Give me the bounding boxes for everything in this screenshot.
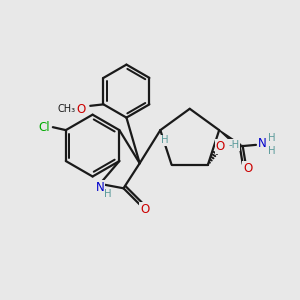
Text: N: N xyxy=(96,181,104,194)
Text: N: N xyxy=(258,137,267,150)
Text: -H: -H xyxy=(228,140,239,150)
Text: H: H xyxy=(104,189,112,199)
Text: O: O xyxy=(216,140,225,153)
Text: Cl: Cl xyxy=(39,121,50,134)
Text: H: H xyxy=(268,133,275,142)
Polygon shape xyxy=(219,130,241,148)
Text: H: H xyxy=(268,146,275,156)
Text: O: O xyxy=(76,103,86,116)
Text: CH₃: CH₃ xyxy=(57,104,75,114)
Text: O: O xyxy=(140,203,149,216)
Text: H: H xyxy=(161,135,169,146)
Text: O: O xyxy=(243,162,252,175)
